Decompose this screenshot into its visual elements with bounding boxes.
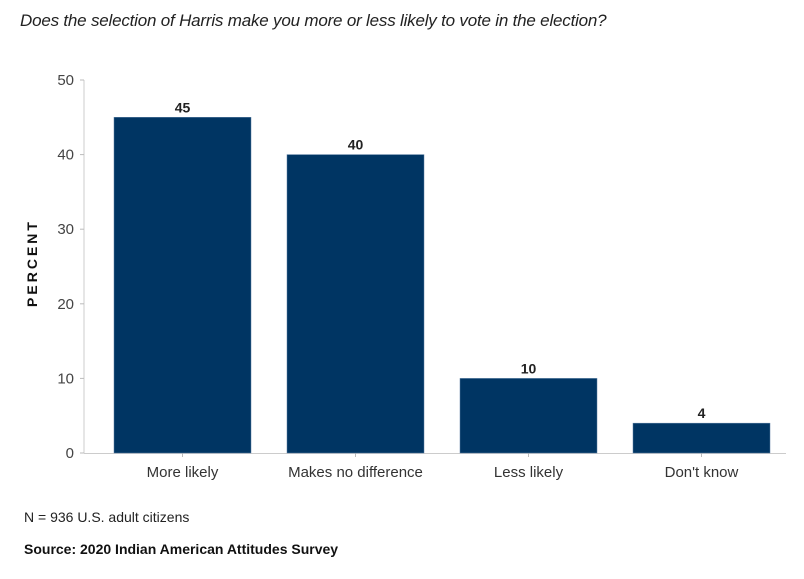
- data-label: 4: [698, 405, 706, 421]
- x-tick-label: Don't know: [665, 464, 739, 481]
- x-tick-label: Less likely: [494, 464, 564, 481]
- sample-size-note: N = 936 U.S. adult citizens: [24, 509, 190, 525]
- y-tick-label: 20: [57, 296, 74, 313]
- source-note: Source: 2020 Indian American Attitudes S…: [24, 541, 339, 557]
- y-tick-label: 0: [66, 445, 74, 462]
- y-tick-label: 50: [57, 72, 74, 89]
- x-tick-label: Makes no difference: [288, 464, 423, 481]
- y-tick-label: 30: [57, 221, 74, 238]
- bar: [459, 378, 598, 454]
- bar: [632, 422, 771, 454]
- data-labels-group: 45 40 10 4: [175, 99, 706, 421]
- bar: [113, 117, 252, 454]
- data-label: 10: [521, 360, 537, 376]
- data-label: 45: [175, 99, 191, 115]
- bars-group: [113, 117, 771, 454]
- x-tick-label: More likely: [147, 464, 219, 481]
- data-label: 40: [348, 137, 364, 153]
- chart-title: Does the selection of Harris make you mo…: [20, 11, 607, 30]
- y-axis: 0 10 20 30 40 50: [57, 72, 85, 462]
- y-tick-label: 40: [57, 147, 74, 164]
- bar: [286, 154, 425, 454]
- y-tick-label: 10: [57, 370, 74, 387]
- y-axis-label: PERCENT: [24, 219, 40, 307]
- x-axis: More likely Makes no difference Less likel…: [84, 453, 786, 481]
